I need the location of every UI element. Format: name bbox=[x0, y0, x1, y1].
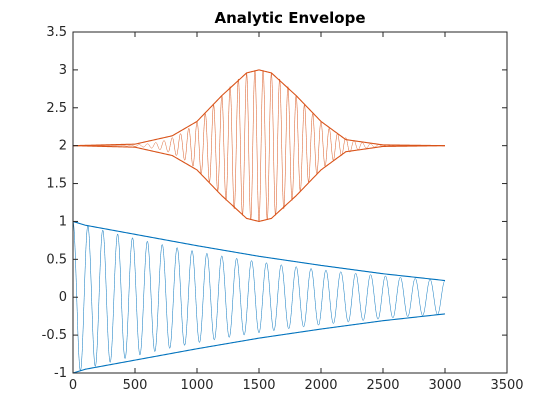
ticks-layer: 0 500 1000 1500 2000 2500 3000 3500 -1 -0.5 0 0.5 1 1… bbox=[42, 25, 524, 393]
y-tick-label: 2 bbox=[59, 139, 67, 154]
x-tick-label: 3000 bbox=[428, 378, 461, 393]
x-tick-label: 0 bbox=[69, 378, 77, 393]
x-tick-label: 500 bbox=[123, 378, 148, 393]
series-chirp-upper-envelope bbox=[72, 220, 446, 282]
y-tick-label: 3 bbox=[59, 63, 67, 78]
y-tick-label: 0.5 bbox=[46, 252, 67, 267]
series-chirp-lower-envelope bbox=[72, 313, 446, 374]
x-tick-label: 1500 bbox=[242, 378, 275, 393]
x-tick-label: 3500 bbox=[490, 378, 523, 393]
axes-box bbox=[72, 31, 508, 374]
y-tick-label: -0.5 bbox=[42, 328, 67, 343]
x-tick-label: 1000 bbox=[180, 378, 213, 393]
series-layer bbox=[72, 69, 446, 374]
chart-title: Analytic Envelope bbox=[215, 9, 366, 27]
y-tick-label: -1 bbox=[54, 366, 67, 381]
y-tick-label: 1.5 bbox=[46, 177, 67, 192]
series-chirp-signal bbox=[72, 221, 446, 371]
y-tick-label: 0 bbox=[59, 290, 67, 305]
y-tick-label: 1 bbox=[59, 214, 67, 229]
series-gaussian-upper-envelope bbox=[72, 69, 446, 147]
x-tick-label: 2000 bbox=[304, 378, 337, 393]
x-tick-label: 2500 bbox=[366, 378, 399, 393]
y-tick-label: 2.5 bbox=[46, 101, 67, 116]
series-gaussian-lower-envelope bbox=[72, 145, 446, 222]
y-tick-label: 3.5 bbox=[46, 25, 67, 40]
plot-area bbox=[73, 32, 507, 373]
